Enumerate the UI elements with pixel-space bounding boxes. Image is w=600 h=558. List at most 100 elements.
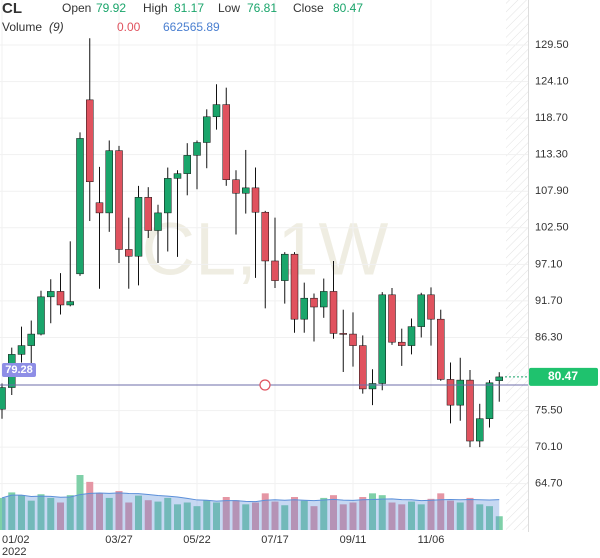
volume-bar: [388, 502, 396, 530]
volume-bar: [476, 504, 484, 530]
last-price-badge: [529, 367, 598, 386]
x-tick-label: 09/11: [340, 534, 367, 546]
candle-body: [495, 376, 503, 381]
y-tick-label: 129.50: [535, 39, 569, 51]
volume-bar: [242, 504, 250, 530]
volume-label: Volume: [2, 20, 42, 34]
y-tick-label: 113.30: [535, 149, 568, 161]
symbol: CL: [2, 0, 22, 17]
volume-bar: [320, 497, 328, 530]
candle-body: [144, 197, 152, 231]
volume-bar: [27, 500, 35, 530]
candle-body: [359, 345, 367, 390]
volume-bar: [359, 497, 367, 530]
candle-body: [398, 341, 406, 346]
volume-bar: [183, 502, 191, 530]
volume-bar: [466, 497, 474, 530]
last-price-label: 80.47: [548, 369, 578, 383]
candle-body: [66, 301, 74, 306]
candle-body: [437, 318, 445, 380]
close-value: 80.47: [333, 1, 363, 15]
candle-body: [47, 291, 55, 298]
y-tick-label: 97.10: [535, 258, 563, 270]
year-label: 2022: [2, 546, 26, 558]
candle-body: [125, 249, 133, 257]
crosshair-badge: [2, 362, 36, 377]
candle-body: [290, 253, 299, 320]
candle-body: [0, 387, 6, 410]
volume-bar: [339, 504, 347, 530]
volume-bar: [261, 493, 269, 530]
volume-bar: [232, 500, 240, 530]
volume-bar: [8, 492, 16, 530]
volume-bar: [456, 502, 464, 530]
y-tick-label: 91.70: [535, 295, 563, 307]
candle-body: [476, 418, 484, 442]
candle-body: [466, 379, 474, 442]
volume-bar: [398, 504, 406, 530]
volume-bar: [164, 497, 172, 530]
candle-body: [339, 333, 347, 335]
volume-bar: [437, 493, 445, 530]
candle-body: [349, 333, 357, 346]
candle-body: [154, 212, 162, 231]
candle-body: [320, 291, 328, 308]
candle-body: [212, 104, 221, 118]
volume-bar: [0, 497, 6, 530]
low-value: 76.81: [247, 1, 277, 15]
candle-body: [232, 179, 240, 194]
candle-body: [251, 187, 260, 213]
volume-bar: [18, 495, 25, 530]
volume-bar: [281, 505, 289, 530]
candle-body: [105, 150, 113, 214]
y-tick-label: 107.90: [535, 185, 569, 197]
candle-body: [76, 138, 84, 275]
y-tick-label: 102.50: [535, 222, 569, 234]
candle-body: [368, 383, 377, 390]
volume-bar: [417, 504, 425, 530]
candle-body: [203, 116, 211, 143]
volume-bar: [174, 504, 181, 530]
volume-bar: [495, 516, 503, 530]
volume-bar: [144, 500, 152, 530]
crosshair-point: [259, 379, 271, 391]
open-value: 79.92: [96, 1, 126, 15]
volume-bar: [37, 494, 45, 530]
candle-body: [456, 379, 464, 406]
candle-body: [271, 260, 279, 281]
volume-period: (9): [49, 20, 64, 34]
candle-body: [242, 187, 250, 194]
volume-bar: [203, 500, 211, 530]
candle-body: [378, 294, 386, 384]
volume-bar: [486, 506, 493, 530]
volume-bar: [96, 493, 103, 530]
candle-body: [300, 297, 308, 320]
volume-bar: [349, 502, 357, 530]
high-value: 81.17: [174, 1, 204, 15]
volume-ma-line: [1, 492, 500, 503]
candle-body: [261, 211, 269, 262]
volume-bar: [47, 497, 55, 530]
candle-body: [329, 291, 338, 334]
candle-body: [407, 326, 416, 346]
x-tick-label: 01/02: [2, 534, 30, 546]
y-tick-label: 64.70: [535, 478, 563, 490]
y-tick-label: 70.10: [535, 441, 563, 453]
volume-bar: [66, 495, 74, 530]
volume-bar: [291, 497, 298, 530]
volume-bar: [300, 500, 308, 530]
crosshair-label: 79.28: [5, 364, 33, 376]
volume-bar: [154, 501, 162, 530]
volume-bar: [252, 502, 259, 530]
volume-bar: [271, 501, 279, 530]
volume-bar: [408, 501, 415, 530]
candle-body: [222, 104, 230, 180]
candle-body: [134, 197, 143, 257]
x-tick-label: 07/17: [261, 534, 289, 546]
volume-bar: [378, 495, 386, 530]
candle-body: [427, 294, 435, 320]
candle-body: [86, 99, 94, 183]
y-tick-label: 118.70: [535, 112, 568, 124]
volume-change: 0.00: [117, 20, 141, 34]
